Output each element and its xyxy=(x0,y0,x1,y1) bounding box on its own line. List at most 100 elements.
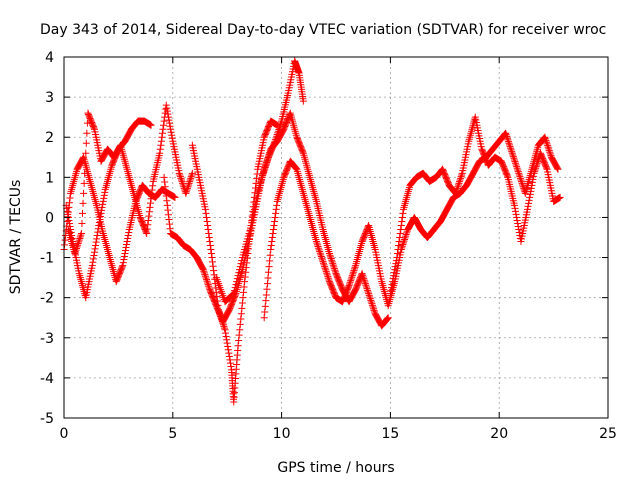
data-point-marker xyxy=(502,129,510,137)
data-point-marker xyxy=(503,172,511,180)
x-tick-label: 5 xyxy=(168,426,177,442)
data-point-marker xyxy=(123,238,131,246)
data-point-marker xyxy=(187,174,195,182)
data-point-marker xyxy=(266,251,274,259)
data-point-marker xyxy=(209,262,217,270)
data-point-marker xyxy=(506,141,514,149)
data-point-marker xyxy=(326,251,334,259)
data-point-marker xyxy=(270,221,278,229)
data-point-marker xyxy=(518,179,526,187)
data-point-marker xyxy=(121,247,129,255)
data-point-marker xyxy=(347,277,355,285)
data-point-marker xyxy=(236,266,244,274)
data-point-marker xyxy=(319,258,327,266)
data-point-marker xyxy=(124,231,132,239)
data-point-marker xyxy=(541,135,549,143)
data-point-marker xyxy=(214,306,222,314)
data-point-marker xyxy=(361,278,369,286)
data-point-marker xyxy=(402,230,410,238)
data-point-marker xyxy=(220,322,228,330)
data-point-marker xyxy=(453,186,461,194)
data-point-marker xyxy=(164,206,172,214)
data-point-marker xyxy=(147,195,155,203)
data-point-marker xyxy=(386,290,394,298)
data-point-marker xyxy=(222,329,230,337)
data-point-marker xyxy=(164,113,172,121)
data-point-marker xyxy=(528,178,536,186)
series-track-8 xyxy=(386,113,564,298)
data-point-marker xyxy=(65,216,73,224)
data-point-marker xyxy=(525,196,533,204)
data-point-marker xyxy=(271,217,279,225)
data-point-marker xyxy=(526,190,534,198)
data-point-marker xyxy=(366,295,374,303)
data-point-marker xyxy=(205,282,213,290)
data-point-marker xyxy=(239,294,247,302)
data-point-marker xyxy=(80,179,88,187)
data-point-marker xyxy=(454,183,462,191)
data-point-marker xyxy=(507,146,515,154)
data-point-marker xyxy=(242,264,250,272)
data-point-marker xyxy=(227,363,235,371)
data-point-marker xyxy=(241,273,249,281)
data-point-marker xyxy=(329,260,337,268)
data-point-marker xyxy=(165,215,173,223)
data-point-marker xyxy=(506,143,514,151)
data-point-marker xyxy=(518,178,526,186)
data-point-marker xyxy=(454,181,462,189)
data-point-marker xyxy=(146,203,154,211)
data-point-marker xyxy=(525,199,533,207)
data-point-marker xyxy=(161,178,169,186)
data-point-marker xyxy=(510,156,518,164)
data-point-marker xyxy=(331,268,339,276)
series-track-5 xyxy=(188,117,281,406)
data-point-marker xyxy=(358,270,366,278)
data-point-marker xyxy=(517,176,525,184)
data-point-marker xyxy=(162,192,170,200)
data-point-marker xyxy=(502,131,510,139)
data-point-marker xyxy=(346,278,354,286)
data-point-marker xyxy=(253,170,261,178)
data-point-marker xyxy=(158,129,166,137)
data-point-marker xyxy=(144,221,152,229)
data-point-marker xyxy=(542,137,550,145)
data-point-marker xyxy=(201,271,209,279)
data-point-marker xyxy=(515,228,523,236)
data-point-marker xyxy=(323,269,331,277)
data-point-marker xyxy=(346,280,354,288)
data-point-marker xyxy=(316,248,324,256)
data-point-marker xyxy=(78,209,86,217)
data-point-marker xyxy=(363,285,371,293)
data-point-marker xyxy=(204,225,212,233)
data-point-marker xyxy=(178,176,186,184)
x-tick-label: 25 xyxy=(599,426,617,442)
data-point-marker xyxy=(77,231,85,239)
data-point-marker xyxy=(178,178,186,186)
data-point-marker xyxy=(387,284,395,292)
data-point-marker xyxy=(90,248,98,256)
data-point-marker xyxy=(244,250,252,258)
y-tick-label: -4 xyxy=(40,371,54,387)
data-point-marker xyxy=(529,175,537,183)
data-point-marker xyxy=(368,301,376,309)
data-point-marker xyxy=(511,158,519,166)
data-point-marker xyxy=(148,190,156,198)
data-point-marker xyxy=(98,206,106,214)
data-point-marker xyxy=(544,143,552,151)
data-point-marker xyxy=(324,274,332,282)
data-point-marker xyxy=(364,288,372,296)
y-axis-label: SDTVAR / TECUs xyxy=(8,180,24,295)
data-point-marker xyxy=(118,263,126,271)
data-point-marker xyxy=(328,258,336,266)
data-point-marker xyxy=(399,209,407,217)
data-point-marker xyxy=(201,272,209,280)
data-point-marker xyxy=(262,297,270,305)
data-point-marker xyxy=(100,194,108,202)
data-point-marker xyxy=(230,287,238,295)
data-point-marker xyxy=(61,236,69,244)
data-point-marker xyxy=(233,275,241,283)
data-point-marker xyxy=(89,258,97,266)
data-point-marker xyxy=(76,233,84,241)
data-point-marker xyxy=(238,257,246,265)
data-point-marker xyxy=(267,246,275,254)
